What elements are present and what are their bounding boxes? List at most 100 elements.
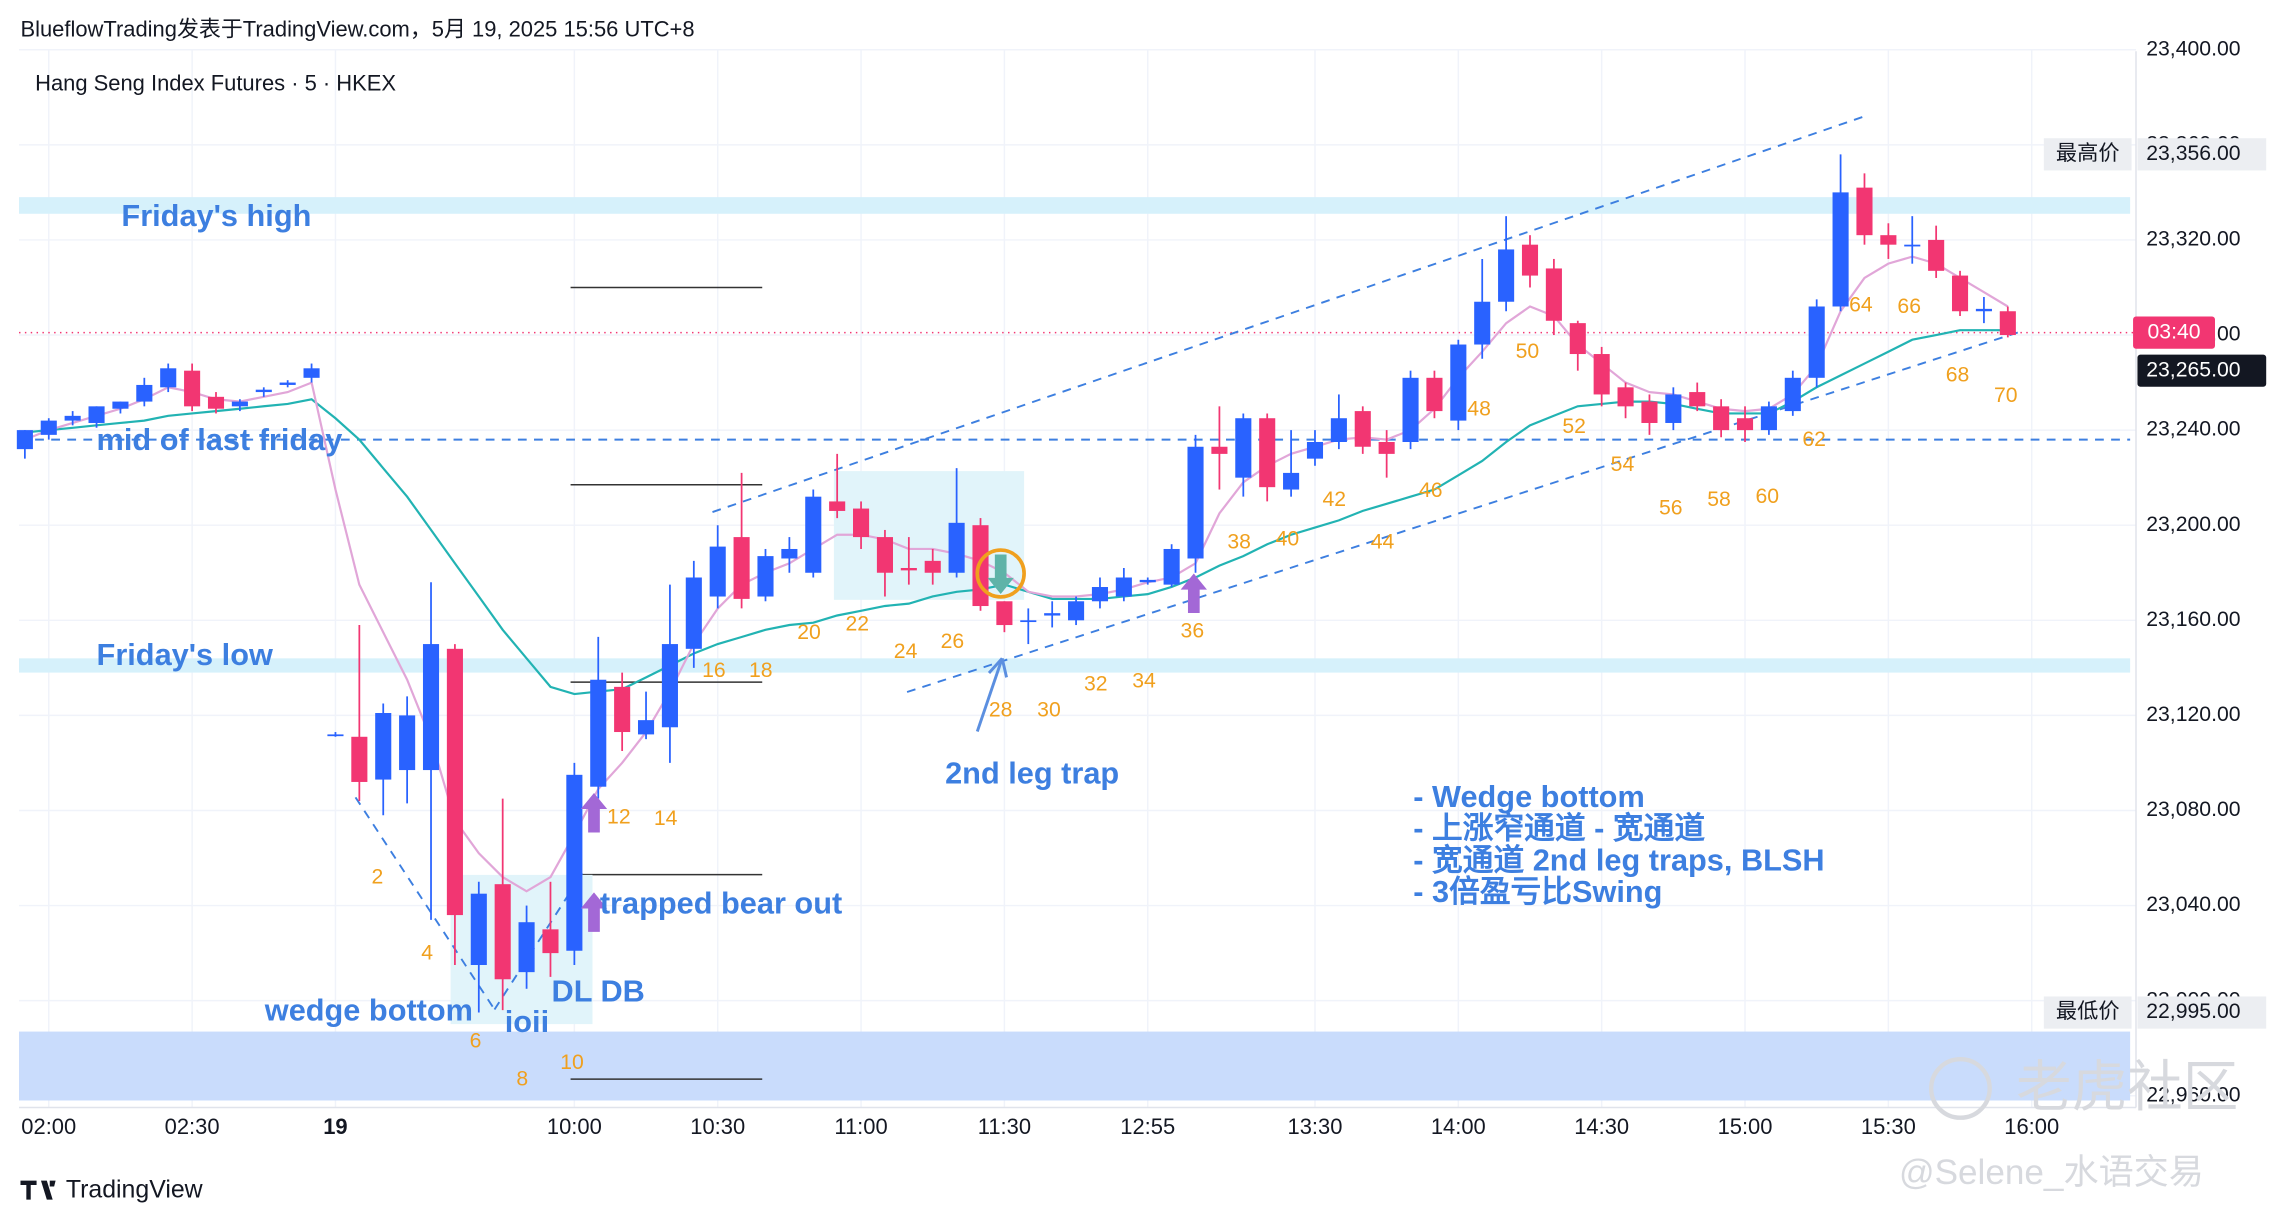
y-tick-label: 23,240.00 <box>2146 418 2240 441</box>
candle-body <box>255 389 272 393</box>
note-line: - 宽通道 2nd leg traps, BLSH <box>1413 842 1824 877</box>
candle-body <box>1187 446 1204 559</box>
watermark: 老虎社区 @Selene_水语交易 <box>1899 1056 2238 1192</box>
candle-body <box>1498 249 1515 302</box>
candle-body <box>1713 406 1730 431</box>
candle-body <box>1593 354 1610 395</box>
candle-body <box>327 734 344 737</box>
candle-body <box>1139 579 1156 583</box>
annotation: wedge bottom <box>264 993 473 1028</box>
candle-body <box>1474 301 1491 345</box>
candle-body <box>1569 323 1586 355</box>
candle-body <box>160 368 177 388</box>
candle-body <box>1068 601 1085 621</box>
bar-count: 60 <box>1756 485 1780 508</box>
candle-body <box>88 406 105 423</box>
candle-body <box>805 496 822 573</box>
candle-body <box>1904 244 1921 247</box>
candle-body <box>566 774 583 951</box>
candle-body <box>1330 418 1347 442</box>
bar-count: 12 <box>607 805 631 828</box>
bar-count: 32 <box>1084 672 1108 695</box>
candle-body <box>614 686 631 733</box>
data-layer <box>16 154 2016 1013</box>
x-tick-label: 14:30 <box>1574 1114 1629 1139</box>
candle-body <box>422 644 440 771</box>
x-tick-label: 10:30 <box>690 1114 745 1139</box>
candle-body <box>1521 244 1539 276</box>
candle-body <box>494 884 511 980</box>
annotation: 2nd leg trap <box>945 756 1119 791</box>
candle-body <box>1211 446 1228 454</box>
candle-body <box>1641 401 1658 423</box>
bar-count: 30 <box>1037 699 1061 722</box>
candle-body <box>1928 239 1945 271</box>
watermark-text: 老虎社区 <box>2016 1056 2238 1118</box>
candle-body <box>1044 613 1061 616</box>
x-tick-label: 15:00 <box>1718 1114 1773 1139</box>
candle-body <box>375 713 392 780</box>
footer: TradingView <box>20 1175 204 1203</box>
x-tick-label: 11:30 <box>978 1114 1031 1139</box>
y-tick-label: 23,320.00 <box>2146 228 2240 251</box>
brand-logo <box>20 1180 56 1200</box>
zone <box>19 1031 2131 1101</box>
bar-count: 26 <box>941 630 965 653</box>
candle-body <box>829 501 846 511</box>
up-arrow <box>580 792 608 833</box>
candle-body <box>924 560 941 573</box>
markers <box>580 548 1207 932</box>
candle-body <box>1450 344 1467 421</box>
bar-count: 22 <box>846 612 870 635</box>
bar-count: 14 <box>654 807 678 830</box>
header: BlueflowTrading发表于TradingView.com，5月 19,… <box>20 17 694 42</box>
candle-body <box>781 548 798 559</box>
candle-body <box>1856 187 1873 236</box>
price-tag-label: 23,265.00 <box>2146 358 2240 381</box>
bar-count: 42 <box>1322 488 1346 511</box>
candle-body <box>1617 387 1634 407</box>
tag-caption-box <box>2043 996 2132 1029</box>
candle-body <box>1378 441 1395 454</box>
tag-caption: 最低价 <box>2056 999 2120 1023</box>
bar-count: 6 <box>470 1029 482 1052</box>
candle-body <box>1020 620 1037 623</box>
price-tag <box>2137 138 2267 171</box>
candle-body <box>1760 406 1777 431</box>
candle-body <box>40 420 57 435</box>
note-line: - 3倍盈亏比Swing <box>1413 874 1662 909</box>
candle-body <box>542 929 559 954</box>
y-tick-label: 22,960.00 <box>2146 1083 2240 1106</box>
candle-body <box>637 720 655 735</box>
candle-body <box>279 382 296 385</box>
candle-body <box>948 522 965 573</box>
circle-marker <box>975 548 1026 599</box>
candle-body <box>1832 192 1849 307</box>
bar-count: 10 <box>560 1051 584 1074</box>
candle-body <box>1689 392 1706 407</box>
price-tag <box>2137 996 2267 1029</box>
bar-count: 38 <box>1227 530 1251 553</box>
candle-body <box>1259 418 1276 488</box>
candle-body <box>876 537 893 573</box>
x-tick-label: 15:30 <box>1861 1114 1916 1139</box>
candle-body <box>685 577 702 649</box>
note-line: - Wedge bottom <box>1413 779 1645 814</box>
chart-title: Hang Seng Index Futures · 5 · HKEX <box>35 71 396 96</box>
bar-count: 66 <box>1897 295 1921 318</box>
candle-body <box>1880 235 1897 245</box>
candle-body <box>1115 577 1132 597</box>
candle-body <box>757 556 774 597</box>
bar-count: 46 <box>1419 479 1443 502</box>
zone <box>19 658 2131 673</box>
bar-count: 24 <box>894 640 918 663</box>
y-tick-label: 23,400.00 <box>2146 37 2240 60</box>
candle-body <box>1975 308 1992 312</box>
up-arrow <box>1180 573 1207 613</box>
zone-label: Friday's high <box>121 198 311 233</box>
tag-caption: 最高价 <box>2056 141 2120 165</box>
y-tick-label: 23,120.00 <box>2146 703 2240 726</box>
bar-count: 56 <box>1659 497 1683 520</box>
